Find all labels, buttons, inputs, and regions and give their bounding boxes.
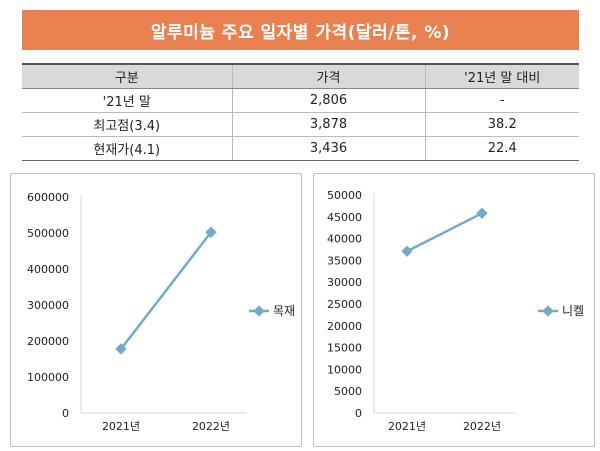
series-line xyxy=(406,212,483,253)
y-tick-label: 300000 xyxy=(27,299,69,312)
y-tick-label: 0 xyxy=(355,407,362,420)
y-tick-label: 500000 xyxy=(27,227,69,240)
y-tick-label: 25000 xyxy=(327,298,362,311)
legend-label: 목재 xyxy=(273,304,295,318)
data-point xyxy=(476,207,488,219)
y-tick-label: 100000 xyxy=(27,371,69,384)
y-tick-label: 20000 xyxy=(327,320,362,333)
series-line xyxy=(120,231,212,350)
table-cell: 최고점(3.4) xyxy=(22,112,232,137)
nickel-price-chart: 0 5000 10000 15000 20000 25000 30000 35000 40000… xyxy=(313,173,595,447)
wood-price-chart: 0 100000 200000 300000 400000 500000 600000 202… xyxy=(10,173,302,447)
data-point xyxy=(115,343,127,355)
y-tick-label: 5000 xyxy=(334,385,362,398)
table-header-price: 가격 xyxy=(231,63,425,89)
y-tick-label: 15000 xyxy=(327,342,362,355)
x-tick-label: 2022년 xyxy=(192,420,230,433)
table-header-change: '21년 말 대비 xyxy=(424,63,579,89)
y-tick-label: 600000 xyxy=(27,191,69,204)
y-tick-label: 10000 xyxy=(327,363,362,376)
table-row: '21년 말 2,806 - xyxy=(22,88,579,113)
y-tick-label: 200000 xyxy=(27,335,69,348)
table-cell: 22.4 xyxy=(424,136,579,161)
x-tick-label: 2022년 xyxy=(463,420,501,433)
y-tick-label: 30000 xyxy=(327,276,362,289)
table-cell: 현재가(4.1) xyxy=(22,136,232,161)
table-cell: 38.2 xyxy=(424,112,579,137)
page-title: 알루미늄 주요 일자별 가격(달러/톤, %) xyxy=(22,10,579,50)
table-cell: '21년 말 xyxy=(22,88,232,113)
table-header-category: 구분 xyxy=(22,63,232,89)
data-point xyxy=(401,245,413,257)
table-cell: - xyxy=(424,88,579,113)
table-cell: 3,436 xyxy=(231,136,425,161)
y-tick-label: 40000 xyxy=(327,233,362,246)
table-header-row: 구분 가격 '21년 말 대비 xyxy=(22,63,579,89)
y-tick-label: 0 xyxy=(62,407,69,420)
y-tick-label: 50000 xyxy=(327,189,362,202)
table-cell: 3,878 xyxy=(231,112,425,137)
y-tick-label: 35000 xyxy=(327,254,362,267)
nickel-price-chart-svg: 0 5000 10000 15000 20000 25000 30000 35000 40000… xyxy=(327,189,584,433)
wood-price-chart-svg: 0 100000 200000 300000 400000 500000 600000 202… xyxy=(27,191,295,433)
legend-marker xyxy=(542,305,554,317)
price-table: 구분 가격 '21년 말 대비 '21년 말 2,806 - 최고점(3.4) … xyxy=(22,63,579,161)
table-row: 최고점(3.4) 3,878 38.2 xyxy=(22,112,579,137)
table-cell: 2,806 xyxy=(231,88,425,113)
y-tick-label: 400000 xyxy=(27,263,69,276)
x-tick-label: 2021년 xyxy=(388,420,426,433)
y-tick-label: 45000 xyxy=(327,211,362,224)
table-row: 현재가(4.1) 3,436 22.4 xyxy=(22,136,579,161)
x-tick-label: 2021년 xyxy=(102,420,140,433)
legend-label: 니켈 xyxy=(562,304,584,318)
legend-marker xyxy=(253,305,265,317)
page-title-text: 알루미늄 주요 일자별 가격(달러/톤, %) xyxy=(150,22,451,43)
